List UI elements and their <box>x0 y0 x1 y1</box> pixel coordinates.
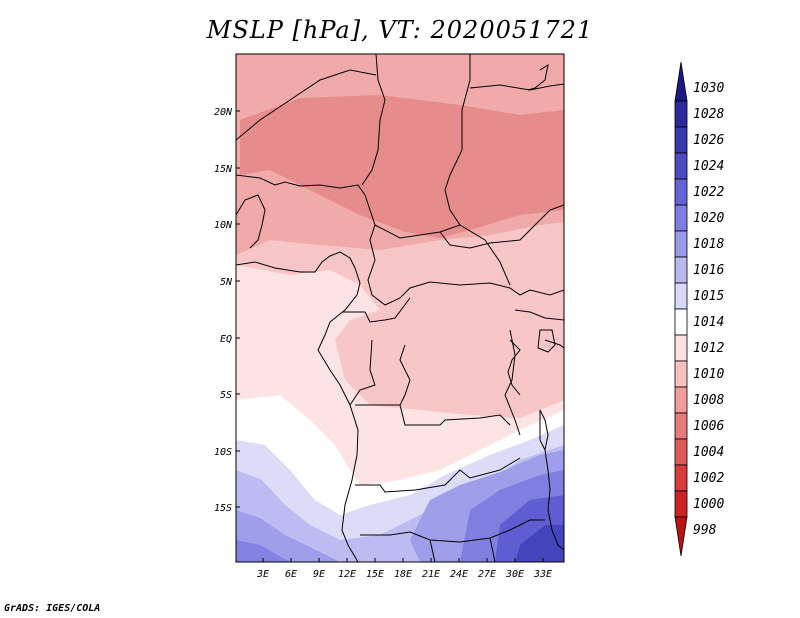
colorbar: 1030 1028 1026 1024 1022 1020 1018 1016 1015 1014… <box>674 61 724 557</box>
colorbar-label: 1028 <box>693 107 724 122</box>
border-angola-zambia <box>355 457 521 493</box>
sahel-border <box>236 174 564 306</box>
lat-label: 5S <box>220 390 232 401</box>
border-egypt <box>469 83 564 91</box>
lat-label: 10S <box>214 447 232 458</box>
border-mali <box>236 99 291 141</box>
colorbar-label: 1004 <box>693 445 724 460</box>
lake-victoria <box>537 329 556 353</box>
border-drc-inner <box>399 344 411 406</box>
colorbar-segment <box>674 100 688 128</box>
colorbar-segment <box>674 438 688 466</box>
colorbar-segment <box>674 204 688 232</box>
latitude-ticks <box>236 110 240 508</box>
colorbar-label: 1016 <box>693 263 724 278</box>
west-coastline <box>236 251 361 562</box>
colorbar-segment <box>674 152 688 180</box>
colorbar-label: 1030 <box>693 81 724 96</box>
lon-label: 18E <box>394 569 412 580</box>
colorbar-segment <box>674 282 688 310</box>
colorbar-label: 1022 <box>693 185 724 200</box>
colorbar-label: 1015 <box>693 289 724 304</box>
lon-label: 27E <box>478 569 496 580</box>
colorbar-label: 998 <box>693 523 717 538</box>
longitude-ticks <box>262 558 544 562</box>
colorbar-label: 1014 <box>693 315 724 330</box>
longitude-labels: 3E 6E 9E 12E 15E 18E 21E 24E 27E 30E 33E <box>256 569 552 580</box>
mslp-field <box>236 54 564 562</box>
lon-label: 30E <box>505 569 524 580</box>
political-borders <box>236 54 564 562</box>
colorbar-segment <box>674 61 688 102</box>
border-kenya <box>544 339 564 349</box>
lat-label: 15S <box>214 503 232 514</box>
border-niger-chad <box>361 54 386 186</box>
border-congo <box>342 297 411 323</box>
map-frame <box>235 53 565 563</box>
border-east-lakes <box>504 329 521 436</box>
border-angola-drc <box>355 404 511 426</box>
colorbar-label: 1008 <box>693 393 724 408</box>
lake-tanganyika <box>507 339 521 396</box>
border-mozambique <box>544 449 564 551</box>
lake-malawi <box>539 409 549 452</box>
border-zimbabwe <box>489 537 496 562</box>
colorbar-label: 1006 <box>693 419 724 434</box>
colorbar-segment <box>674 230 688 258</box>
lon-label: 12E <box>338 569 356 580</box>
lon-label: 33E <box>533 569 552 580</box>
colorbar-label: 1012 <box>693 341 724 356</box>
colorbar-segment <box>674 360 688 388</box>
colorbar-label: 1010 <box>693 367 724 382</box>
border-chad-sudan <box>444 54 471 226</box>
lon-label: 6E <box>285 569 297 580</box>
lat-label: 5N <box>220 277 233 288</box>
colorbar-segment <box>674 334 688 362</box>
lat-label: EQ <box>220 334 232 345</box>
colorbar-segment <box>674 308 688 336</box>
border-botswana <box>429 539 436 562</box>
contour-1022-west <box>236 540 290 562</box>
colorbar-label: 1018 <box>693 237 724 252</box>
colorbar-segment <box>674 178 688 206</box>
colorbar-segment <box>674 516 688 557</box>
latitude-labels: 20N 15N 10N 5N EQ 5S 10S 15S <box>214 107 233 514</box>
colorbar-label: 1020 <box>693 211 724 226</box>
lon-label: 3E <box>256 569 269 580</box>
lat-label: 15N <box>214 164 233 175</box>
colorbar-segment <box>674 256 688 284</box>
colorbar-segment <box>674 386 688 414</box>
lon-label: 9E <box>313 569 325 580</box>
border-namibia-zambezi <box>360 519 545 543</box>
contour-1008 <box>240 95 564 238</box>
lat-label: 10N <box>214 220 233 231</box>
colorbar-label: 1024 <box>693 159 724 174</box>
border-south-sudan <box>439 204 564 249</box>
border-uganda <box>514 309 564 321</box>
contour-1026 <box>515 525 564 562</box>
colorbar-label: 1002 <box>693 471 724 486</box>
border-congo-drc <box>349 339 376 406</box>
lon-label: 24E <box>450 569 468 580</box>
colorbar-segment <box>674 412 688 440</box>
credit-label: GrADS: IGES/COLA <box>4 603 101 614</box>
border-car <box>374 224 511 286</box>
lon-label: 21E <box>422 569 440 580</box>
colorbar-segment <box>674 126 688 154</box>
colorbar-label: 1026 <box>693 133 724 148</box>
border-benin-togo <box>236 194 266 249</box>
red-sea-coast <box>527 63 549 91</box>
map-title: MSLP [hPa], VT: 2020051721 <box>206 16 594 44</box>
lat-label: 20N <box>214 107 233 118</box>
colorbar-label: 1000 <box>693 497 724 512</box>
colorbar-segment <box>674 464 688 492</box>
colorbar-segment <box>674 490 688 518</box>
lon-label: 15E <box>366 569 384 580</box>
border-algeria-niger <box>289 69 377 101</box>
